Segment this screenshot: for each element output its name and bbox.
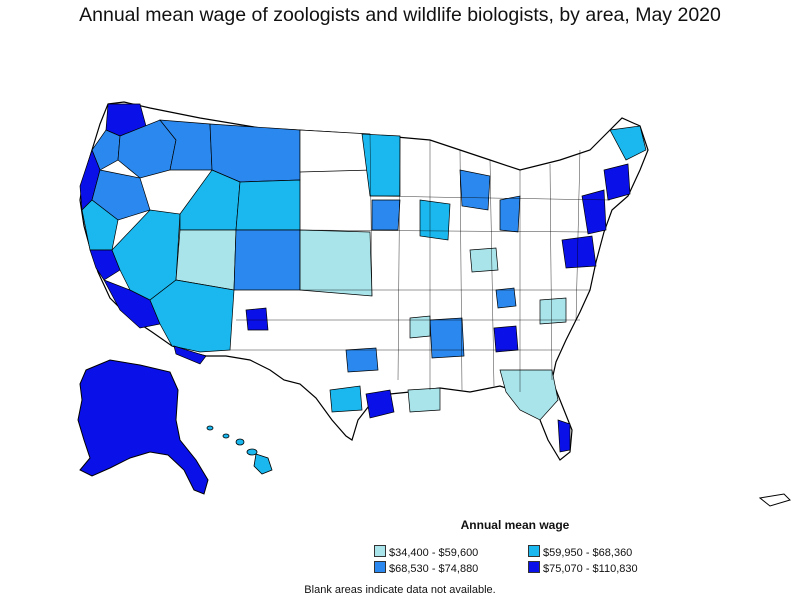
legend-swatch-3 — [374, 561, 386, 573]
page-title: Annual mean wage of zoologists and wildl… — [79, 4, 721, 26]
legend-swatch-4 — [528, 561, 540, 573]
legend-label-1: $34,400 - $59,600 — [389, 547, 479, 559]
legend-item-4: $75,070 - $110,830 — [528, 561, 638, 575]
legend-swatch-1 — [374, 545, 386, 557]
area-boundaries — [230, 133, 611, 392]
footnote: Blank areas indicate data not available. — [304, 584, 496, 596]
legend-item-1: $34,400 - $59,600 — [374, 545, 478, 559]
legend-title: Annual mean wage — [460, 518, 570, 532]
map-regions — [79, 103, 647, 453]
legend-swatch-2 — [528, 545, 540, 557]
legend-label-4: $75,070 - $110,830 — [543, 563, 638, 575]
legend-item-2: $59,950 - $68,360 — [528, 545, 632, 559]
hawaii — [206, 425, 273, 475]
legend-item-3: $68,530 - $74,880 — [374, 561, 478, 575]
puerto-rico — [758, 493, 791, 507]
legend-label-3: $68,530 - $74,880 — [389, 563, 479, 575]
alaska — [77, 359, 209, 495]
legend-label-2: $59,950 - $68,360 — [543, 547, 633, 559]
